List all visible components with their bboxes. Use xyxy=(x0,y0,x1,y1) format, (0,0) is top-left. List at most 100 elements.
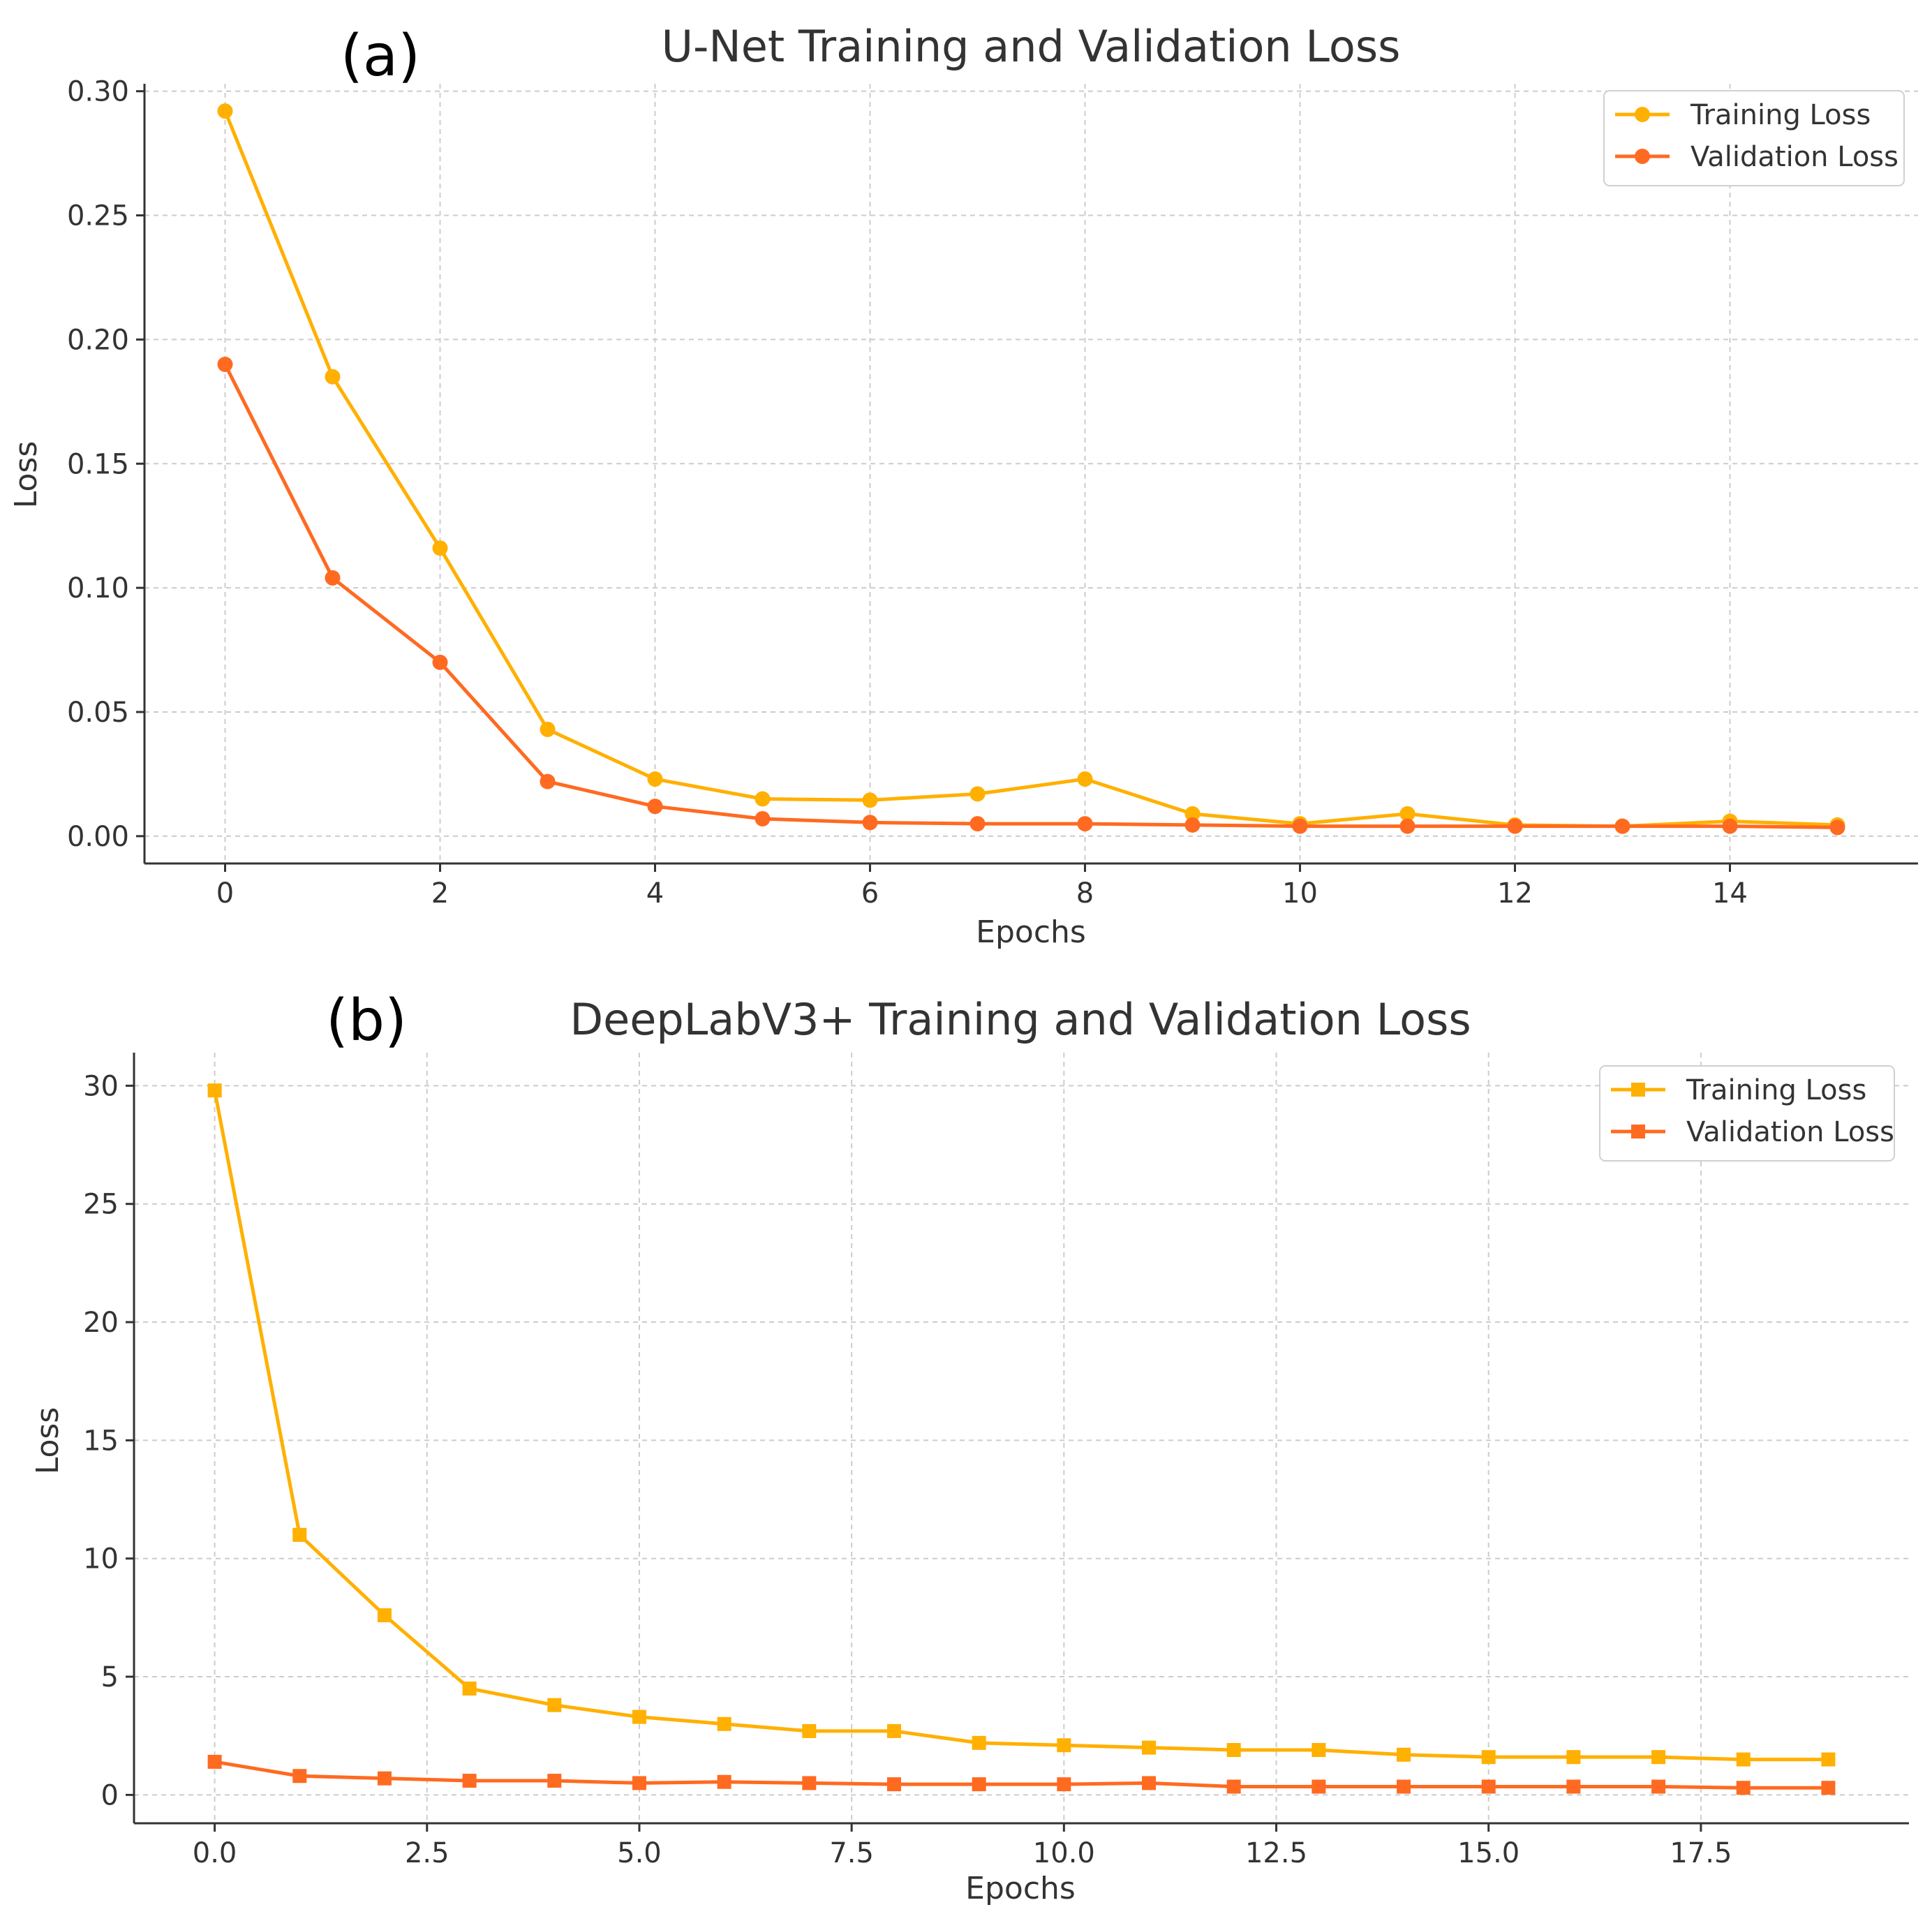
training-loss-point xyxy=(1397,1747,1411,1762)
chart-title: DeepLabV3+ Training and Validation Loss xyxy=(570,994,1471,1045)
x-tick-label: 6 xyxy=(861,877,879,910)
validation-loss-point xyxy=(1226,1779,1241,1794)
training-loss-point xyxy=(1821,1752,1836,1767)
x-tick-label: 12.5 xyxy=(1245,1837,1307,1869)
training-loss-point xyxy=(1651,1750,1666,1765)
legend-box xyxy=(1603,90,1905,186)
validation-loss-point xyxy=(1566,1779,1581,1794)
chart-panel-b: 0.0 2.5 5.0 7.5 10.0 12.5 15.0 17.5 0 5 10 15 20 25 30… xyxy=(30,988,1909,1906)
validation-loss-point xyxy=(632,1776,646,1790)
legend-marker-validation-loss xyxy=(1631,1125,1645,1138)
y-tick-label: 0.15 xyxy=(67,448,129,480)
x-tick-label: 10.0 xyxy=(1033,1837,1095,1869)
x-tick-label: 0 xyxy=(216,877,234,910)
y-tick-label: 0.20 xyxy=(67,324,129,356)
validation-loss-point xyxy=(972,1777,986,1792)
validation-loss-point xyxy=(462,1774,477,1788)
legend-marker-training-loss xyxy=(1631,1083,1645,1097)
x-tick-label: 0.0 xyxy=(193,1837,237,1869)
y-tick-label: 0.10 xyxy=(67,572,129,605)
validation-loss-point xyxy=(1311,1779,1326,1794)
x-tick-label: 4 xyxy=(646,877,664,910)
x-tick-label: 17.5 xyxy=(1670,1837,1732,1869)
validation-loss-point xyxy=(1722,818,1738,834)
y-tick-label: 20 xyxy=(83,1307,119,1339)
x-tick-label: 15.0 xyxy=(1457,1837,1519,1869)
x-tick-label: 12 xyxy=(1497,877,1533,910)
training-loss-point xyxy=(1736,1752,1751,1767)
training-loss-point xyxy=(1311,1743,1326,1758)
chart-panel-a: 0 2 4 6 8 10 12 14 0.00 0.05 0.10 0.15 0.20 0.25 0.30 E… xyxy=(8,21,1918,950)
validation-loss-point xyxy=(325,570,341,586)
validation-loss-point xyxy=(207,1754,222,1769)
validation-loss-point xyxy=(1821,1781,1836,1795)
legend-marker-training-loss xyxy=(1635,107,1650,122)
validation-loss-line xyxy=(223,363,1838,829)
validation-loss-point xyxy=(1397,1779,1411,1794)
validation-loss-point xyxy=(377,1771,392,1786)
legend-label-training-loss: Training Loss xyxy=(1686,1074,1866,1106)
y-tick-label: 0.05 xyxy=(67,697,129,729)
training-loss-point xyxy=(207,1083,222,1098)
validation-loss-point xyxy=(1614,818,1630,834)
y-tick-label: 15 xyxy=(83,1425,119,1457)
training-loss-point xyxy=(1566,1750,1581,1765)
chart-title: U-Net Training and Validation Loss xyxy=(662,21,1401,72)
x-tick-label: 7.5 xyxy=(829,1837,874,1869)
x-tick-label: 2 xyxy=(431,877,449,910)
x-axis-label: Epochs xyxy=(965,1871,1076,1906)
legend-box xyxy=(1599,1065,1895,1162)
validation-loss-point xyxy=(862,815,878,831)
y-axis-label: Loss xyxy=(8,441,44,509)
x-tick-label: 8 xyxy=(1076,877,1094,910)
x-tick-label: 14 xyxy=(1712,877,1748,910)
validation-loss-point xyxy=(1057,1777,1071,1792)
validation-loss-line xyxy=(214,1760,1829,1790)
y-tick-label: 10 xyxy=(83,1543,119,1575)
panel-label: (b) xyxy=(326,988,407,1054)
training-loss-point xyxy=(377,1608,392,1622)
x-tick-label: 5.0 xyxy=(617,1837,662,1869)
training-loss-point xyxy=(1077,771,1093,787)
training-loss-point xyxy=(217,103,233,119)
training-loss-point xyxy=(717,1716,731,1731)
validation-loss-point xyxy=(1142,1776,1157,1790)
training-loss-point xyxy=(632,1709,646,1724)
training-loss-point xyxy=(462,1681,477,1696)
validation-loss-point xyxy=(717,1774,731,1789)
validation-loss-point xyxy=(1399,818,1415,834)
training-loss-point xyxy=(972,1735,986,1750)
validation-loss-point xyxy=(1481,1779,1496,1794)
validation-loss-point xyxy=(886,1777,901,1792)
training-loss-point xyxy=(432,540,448,556)
validation-loss-point xyxy=(802,1776,817,1790)
validation-loss-point xyxy=(432,654,448,670)
y-tick-label: 5 xyxy=(101,1661,119,1693)
y-axis-label: Loss xyxy=(30,1407,66,1475)
validation-loss-point xyxy=(1184,817,1201,833)
validation-loss-point xyxy=(547,1774,562,1788)
training-loss-point xyxy=(1142,1740,1157,1755)
y-tick-label: 0 xyxy=(101,1779,119,1811)
training-loss-point xyxy=(886,1723,901,1738)
training-loss-point xyxy=(540,721,556,737)
y-tick-label: 30 xyxy=(83,1070,119,1102)
training-loss-line xyxy=(213,1090,1829,1762)
validation-loss-point xyxy=(1651,1779,1666,1794)
training-loss-point xyxy=(1481,1750,1496,1765)
training-loss-point xyxy=(1226,1743,1241,1758)
validation-loss-point xyxy=(1736,1781,1751,1795)
training-loss-point xyxy=(755,791,771,807)
training-loss-point xyxy=(1184,806,1201,822)
validation-loss-point xyxy=(217,356,233,372)
training-loss-line xyxy=(223,110,1838,829)
y-tick-label: 0.25 xyxy=(67,200,129,232)
training-loss-point xyxy=(969,786,986,802)
y-tick-label: 25 xyxy=(83,1189,119,1221)
x-axis-label: Epochs xyxy=(976,914,1086,950)
training-loss-point xyxy=(1057,1738,1071,1753)
training-loss-point xyxy=(292,1527,307,1542)
training-loss-point xyxy=(647,771,663,787)
